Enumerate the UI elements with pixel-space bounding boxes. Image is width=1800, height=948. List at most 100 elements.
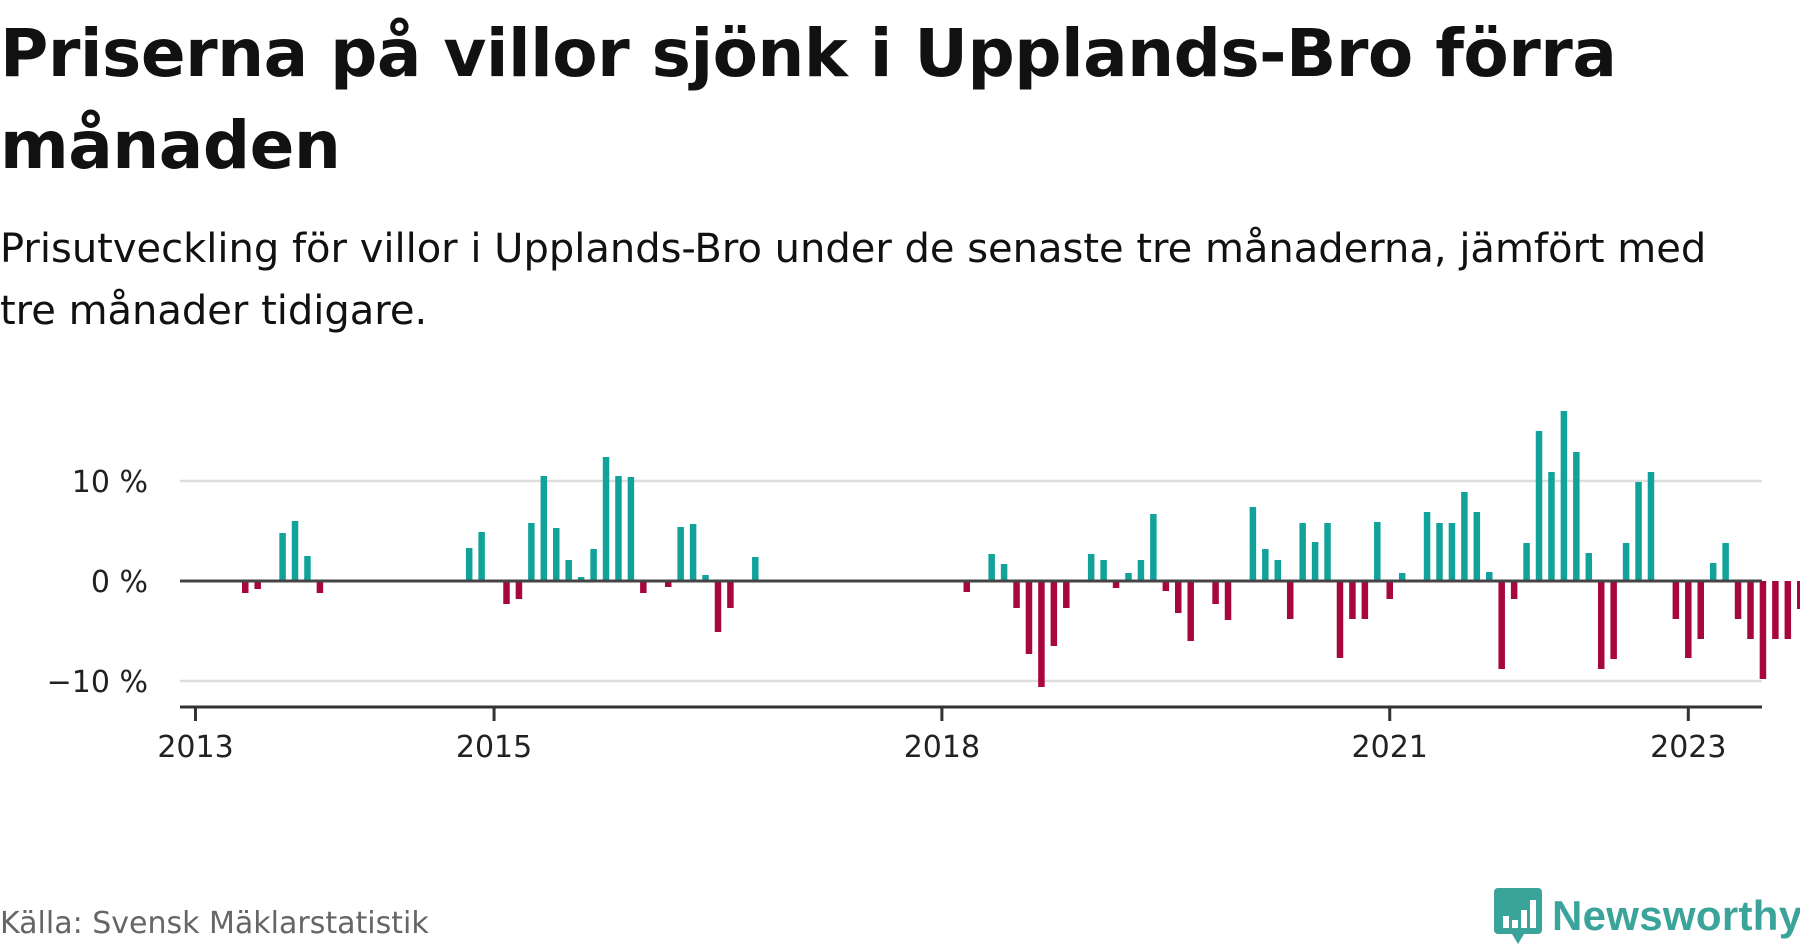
bar [1274,560,1282,581]
bar [1610,581,1617,659]
grid-layer [180,479,1762,683]
bar [1398,573,1406,581]
bar [689,524,697,581]
bar [1709,563,1717,581]
bar [1647,472,1655,581]
bar [1100,560,1107,581]
bar [1386,581,1393,599]
bar [1423,512,1431,581]
bar [1262,549,1269,581]
bar [1772,581,1779,639]
bar [1125,573,1132,581]
bar [1797,581,1800,609]
bar [528,523,535,581]
bar [1150,514,1157,581]
bar [1548,472,1555,581]
bar [1050,581,1058,646]
bar [988,554,995,581]
newsworthy-logo: Newsworthy [1494,886,1800,946]
bar [1523,543,1530,581]
bar [1560,411,1568,581]
bar [540,476,548,581]
bar [727,581,734,608]
bar [254,581,261,589]
bar [291,521,299,581]
bar-layer [242,411,1800,687]
bar [664,581,672,587]
bar [1025,581,1033,654]
bar [478,532,485,581]
bar [615,476,622,581]
y-tick-label: 0 % [91,565,148,600]
chart-title: Priserna på villor sjönk i Upplands-Bro … [0,15,1617,184]
bar [602,457,610,581]
x-tick-label: 2021 [1352,730,1428,765]
x-tick-label: 2023 [1650,730,1726,765]
bar [1622,543,1630,581]
bar [1349,581,1356,619]
bar [1597,581,1605,669]
bar [1212,581,1219,604]
newsworthy-wordmark: Newsworthy [1552,892,1800,939]
bar [1473,512,1481,581]
bar [553,528,560,581]
bar [1336,581,1344,658]
bar [1436,523,1443,581]
bar [1448,523,1456,581]
bar [1374,522,1381,581]
bar [1759,581,1767,679]
bar [1249,507,1257,581]
last-value-label: −4 % [1799,626,1800,661]
bar [1461,492,1468,581]
bar [1535,431,1543,581]
bar [677,527,684,581]
bar [1063,581,1070,608]
bar [1162,581,1170,591]
bar [577,577,585,581]
bar [1697,581,1704,639]
bar [590,549,597,581]
bar [1038,581,1045,687]
bar [1573,452,1580,581]
bar [1734,581,1742,619]
bar [1137,560,1145,581]
x-tick-label: 2015 [456,730,532,765]
bar [1510,581,1518,599]
bar [1685,581,1692,658]
bar [1299,523,1306,581]
bar [1224,581,1232,620]
bar [1585,553,1593,581]
bar [465,548,473,581]
bar [515,581,523,599]
bar [1013,581,1020,608]
source-note: Källa: Svensk Mäklarstatistik [0,906,429,941]
bar [1175,581,1182,613]
bar [1486,572,1493,581]
x-tick-label: 2013 [157,730,233,765]
bar [503,581,510,604]
bar [1087,554,1095,581]
bar [1000,564,1008,581]
bar [1324,523,1331,581]
bar [304,556,311,581]
bar [752,557,759,581]
bar [714,581,722,632]
bar [627,477,635,581]
chart-subtitle: Prisutveckling för villor i Upplands-Bro… [0,226,1707,334]
bar [1672,581,1680,619]
bar [1747,581,1754,639]
bar [1112,581,1120,588]
bar [640,581,647,593]
bar [1361,581,1369,619]
bar [316,581,324,593]
bar [1784,581,1792,639]
label-layer: 10 % 0 % −10 % 2013 2015 2018 2021 2023 −4 % [47,465,1800,765]
bar [1498,581,1505,669]
bar [1286,581,1294,619]
newsworthy-chart-icon [1494,888,1542,944]
y-tick-label: −10 % [47,665,148,700]
bar [1722,543,1729,581]
bar [279,533,286,581]
bar [565,560,572,581]
bar [1635,482,1642,581]
